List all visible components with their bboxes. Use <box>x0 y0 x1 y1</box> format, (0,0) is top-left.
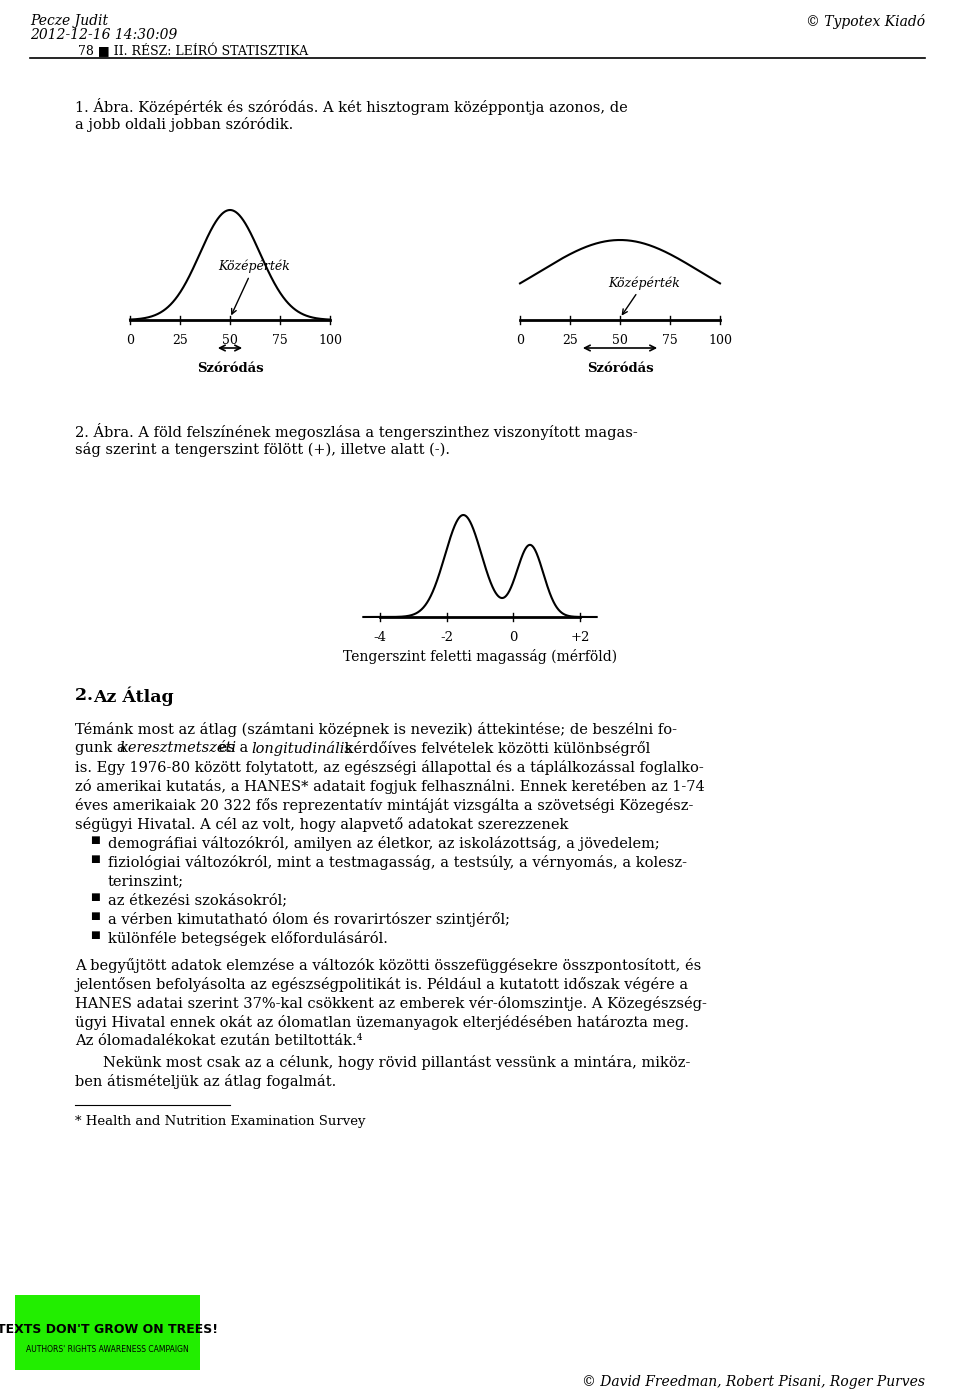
Text: ■: ■ <box>90 894 100 902</box>
Text: 78 ■ II. RÉSZ: LEÍRÓ STATISZTIKA: 78 ■ II. RÉSZ: LEÍRÓ STATISZTIKA <box>78 45 308 58</box>
Text: © Typotex Kiadó: © Typotex Kiadó <box>805 14 925 29</box>
Text: Az Átlag: Az Átlag <box>93 688 174 707</box>
Text: © David Freedman, Robert Pisani, Roger Purves: © David Freedman, Robert Pisani, Roger P… <box>582 1375 925 1389</box>
Text: ■: ■ <box>90 912 100 922</box>
Text: ügyi Hivatal ennek okát az ólomatlan üzemanyagok elterjédésében határozta meg.: ügyi Hivatal ennek okát az ólomatlan üze… <box>75 1015 689 1030</box>
Text: 75: 75 <box>662 334 678 347</box>
Text: * Health and Nutrition Examination Survey: * Health and Nutrition Examination Surve… <box>75 1115 366 1128</box>
Text: Szóródás: Szóródás <box>197 362 263 374</box>
Text: 2.: 2. <box>75 688 99 704</box>
Text: 50: 50 <box>612 334 628 347</box>
Text: longitudinális: longitudinális <box>252 741 352 756</box>
Text: Az ólomadalékokat ezután betiltották.⁴: Az ólomadalékokat ezután betiltották.⁴ <box>75 1034 363 1048</box>
Text: gunk a: gunk a <box>75 741 131 754</box>
Text: Középérték: Középérték <box>608 276 680 315</box>
Text: kérdőíves felvételek közötti különbségről: kérdőíves felvételek közötti különbségrő… <box>340 741 650 756</box>
Text: 0: 0 <box>126 334 134 347</box>
Text: zó amerikai kutatás, a HANES* adatait fogjuk felhasználni. Ennek keretében az 1-: zó amerikai kutatás, a HANES* adatait fo… <box>75 780 705 793</box>
Text: Tengerszint feletti magasság (mérföld): Tengerszint feletti magasság (mérföld) <box>343 649 617 664</box>
Text: Nekünk most csak az a célunk, hogy rövid pillantást vessünk a mintára, miköz-: Nekünk most csak az a célunk, hogy rövid… <box>103 1055 690 1070</box>
Text: +2: +2 <box>570 631 589 644</box>
Text: és a: és a <box>213 741 252 754</box>
Text: a jobb oldali jobban szóródik.: a jobb oldali jobban szóródik. <box>75 117 293 132</box>
Text: jelentősen befolyásolta az egészségpolitikát is. Például a kutatott időszak végé: jelentősen befolyásolta az egészségpolit… <box>75 977 688 992</box>
Text: 25: 25 <box>172 334 188 347</box>
Text: 2. Ábra. A föld felszínének megoszlása a tengerszinthez viszonyított magas-: 2. Ábra. A föld felszínének megoszlása a… <box>75 423 637 440</box>
Text: különféle betegségek előfordulásáról.: különféle betegségek előfordulásáról. <box>108 931 388 947</box>
Text: Középérték: Középérték <box>218 259 290 315</box>
Text: keresztmetszeti: keresztmetszeti <box>119 741 236 754</box>
Text: 2012-12-16 14:30:09: 2012-12-16 14:30:09 <box>30 28 178 42</box>
Text: HANES adatai szerint 37%-kal csökkent az emberek vér-ólomszintje. A Közegészség-: HANES adatai szerint 37%-kal csökkent az… <box>75 997 707 1011</box>
Text: 75: 75 <box>272 334 288 347</box>
Text: 100: 100 <box>318 334 342 347</box>
Text: az étkezési szokásokról;: az étkezési szokásokról; <box>108 894 287 908</box>
Text: éves amerikaiak 20 322 fős reprezentatív mintáját vizsgálta a szövetségi Közegés: éves amerikaiak 20 322 fős reprezentatív… <box>75 798 693 813</box>
Text: 0: 0 <box>516 334 524 347</box>
Text: Témánk most az átlag (számtani középnek is nevezik) áttekintése; de beszélni fo-: Témánk most az átlag (számtani középnek … <box>75 722 677 736</box>
Text: TEXTS DON'T GROW ON TREES!: TEXTS DON'T GROW ON TREES! <box>0 1322 218 1336</box>
Text: a vérben kimutatható ólom és rovarirtószer szintjéről;: a vérben kimutatható ólom és rovarirtósz… <box>108 912 510 927</box>
Text: ségügyi Hivatal. A cél az volt, hogy alapvető adatokat szerezzenek: ségügyi Hivatal. A cél az volt, hogy ala… <box>75 817 568 832</box>
Text: Szóródás: Szóródás <box>587 362 654 374</box>
Text: demográfiai változókról, amilyen az életkor, az iskolázottság, a jövedelem;: demográfiai változókról, amilyen az élet… <box>108 837 660 851</box>
Text: 100: 100 <box>708 334 732 347</box>
Text: ben átismételjük az átlag fogalmát.: ben átismételjük az átlag fogalmát. <box>75 1075 336 1089</box>
Text: AUTHORS' RIGHTS AWARENESS CAMPAIGN: AUTHORS' RIGHTS AWARENESS CAMPAIGN <box>26 1345 189 1354</box>
Text: ■: ■ <box>90 931 100 940</box>
Text: ■: ■ <box>90 837 100 845</box>
Text: A begyűjtött adatok elemzése a változók közötti összefüggésekre összpontosított,: A begyűjtött adatok elemzése a változók … <box>75 958 701 973</box>
Text: -2: -2 <box>441 631 453 644</box>
Text: is. Egy 1976-80 között folytatott, az egészségi állapottal és a táplálkozással f: is. Egy 1976-80 között folytatott, az eg… <box>75 760 704 775</box>
Text: Pecze Judit: Pecze Judit <box>30 14 108 28</box>
Text: 50: 50 <box>222 334 238 347</box>
Text: 1. Ábra. Középérték és szóródás. A két hisztogram középpontja azonos, de: 1. Ábra. Középérték és szóródás. A két h… <box>75 97 628 116</box>
Text: ság szerint a tengerszint fölött (+), illetve alatt (-).: ság szerint a tengerszint fölött (+), il… <box>75 443 450 457</box>
Text: -4: -4 <box>373 631 387 644</box>
Text: fiziológiai változókról, mint a testmagasság, a testsúly, a vérnyomás, a kolesz-: fiziológiai változókról, mint a testmaga… <box>108 855 687 870</box>
Text: 0: 0 <box>509 631 517 644</box>
Text: terinszint;: terinszint; <box>108 874 184 888</box>
Polygon shape <box>15 1295 200 1370</box>
Text: 25: 25 <box>563 334 578 347</box>
Text: ■: ■ <box>90 855 100 864</box>
